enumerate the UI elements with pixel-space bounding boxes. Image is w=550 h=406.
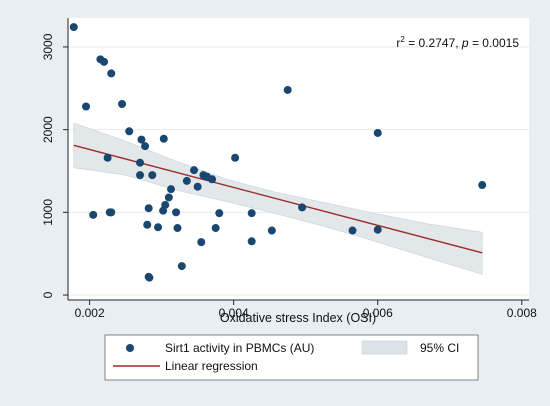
- data-point-40: [247, 209, 256, 218]
- data-point-29: [182, 176, 191, 185]
- data-point-32: [197, 238, 206, 247]
- fit-statistics-annotation: r2 = 0.2747, p = 0.0015: [396, 35, 519, 50]
- p-value: = 0.0015: [469, 36, 520, 50]
- legend-band-symbol: [361, 340, 408, 355]
- x-axis-title: Oxidative stress Index (OSI): [220, 311, 376, 325]
- data-point-10: [125, 127, 134, 136]
- x-tick-label-0: 0.002: [75, 306, 105, 320]
- data-point-38: [231, 153, 240, 162]
- data-point-31: [193, 182, 202, 191]
- data-point-19: [148, 171, 157, 180]
- data-point-41: [267, 226, 276, 235]
- axes-layer: [67, 18, 529, 301]
- data-point-46: [373, 225, 382, 234]
- data-point-28: [177, 262, 186, 271]
- data-point-26: [172, 208, 181, 217]
- data-point-47: [478, 181, 487, 190]
- data-point-36: [211, 224, 220, 233]
- data-point-39: [247, 237, 256, 246]
- scatter-points-layer: [69, 23, 487, 282]
- data-point-4: [100, 57, 109, 66]
- legend: Sirt1 activity in PBMCs (AU) 95% CI Line…: [104, 334, 479, 381]
- legend-label-regression: Linear regression: [165, 359, 258, 373]
- p-label: p: [461, 36, 469, 50]
- data-point-13: [137, 135, 146, 144]
- r2-prefix: r: [396, 36, 400, 50]
- y-tick-label-1: 1000: [41, 199, 55, 226]
- data-point-42: [283, 85, 292, 94]
- data-point-30: [190, 166, 199, 175]
- r2-exponent: 2: [400, 35, 405, 44]
- data-point-25: [167, 185, 176, 194]
- data-point-14: [141, 142, 150, 151]
- data-point-23: [161, 200, 170, 209]
- legend-marker-symbol: [126, 344, 134, 352]
- data-point-0: [69, 23, 78, 32]
- data-point-18: [145, 273, 154, 282]
- legend-label-sirt1: Sirt1 activity in PBMCs (AU): [165, 341, 314, 355]
- legend-label-ci: 95% CI: [420, 341, 459, 355]
- data-point-20: [154, 223, 163, 232]
- y-tick-label-2: 2000: [41, 116, 55, 143]
- data-point-27: [173, 224, 182, 233]
- data-point-37: [215, 209, 224, 218]
- data-point-12: [136, 171, 145, 180]
- data-point-17: [144, 204, 153, 213]
- data-point-7: [107, 69, 116, 78]
- data-point-1: [82, 102, 91, 111]
- data-point-15: [143, 220, 152, 229]
- legend-box: [104, 334, 479, 381]
- y-tick-label-3: 3000: [41, 33, 55, 60]
- data-point-11: [136, 158, 145, 167]
- x-tick-label-3: 0.008: [507, 306, 537, 320]
- data-point-22: [159, 134, 168, 143]
- r2-value: = 0.2747,: [405, 36, 462, 50]
- x-tick-label-2: 0.006: [363, 306, 393, 320]
- data-point-8: [107, 208, 116, 217]
- data-point-35: [208, 175, 217, 184]
- data-point-43: [298, 203, 307, 212]
- data-point-2: [89, 210, 98, 219]
- data-point-5: [103, 153, 112, 162]
- data-point-9: [118, 100, 127, 109]
- data-point-44: [348, 226, 357, 235]
- y-tick-label-0: 0: [41, 291, 55, 298]
- tick-layer: 0 1000 2000 3000 0.002 0.004 0.006 0.008: [41, 33, 537, 320]
- data-point-24: [164, 193, 173, 202]
- data-point-45: [373, 128, 382, 137]
- x-tick-label-1: 0.004: [219, 306, 249, 320]
